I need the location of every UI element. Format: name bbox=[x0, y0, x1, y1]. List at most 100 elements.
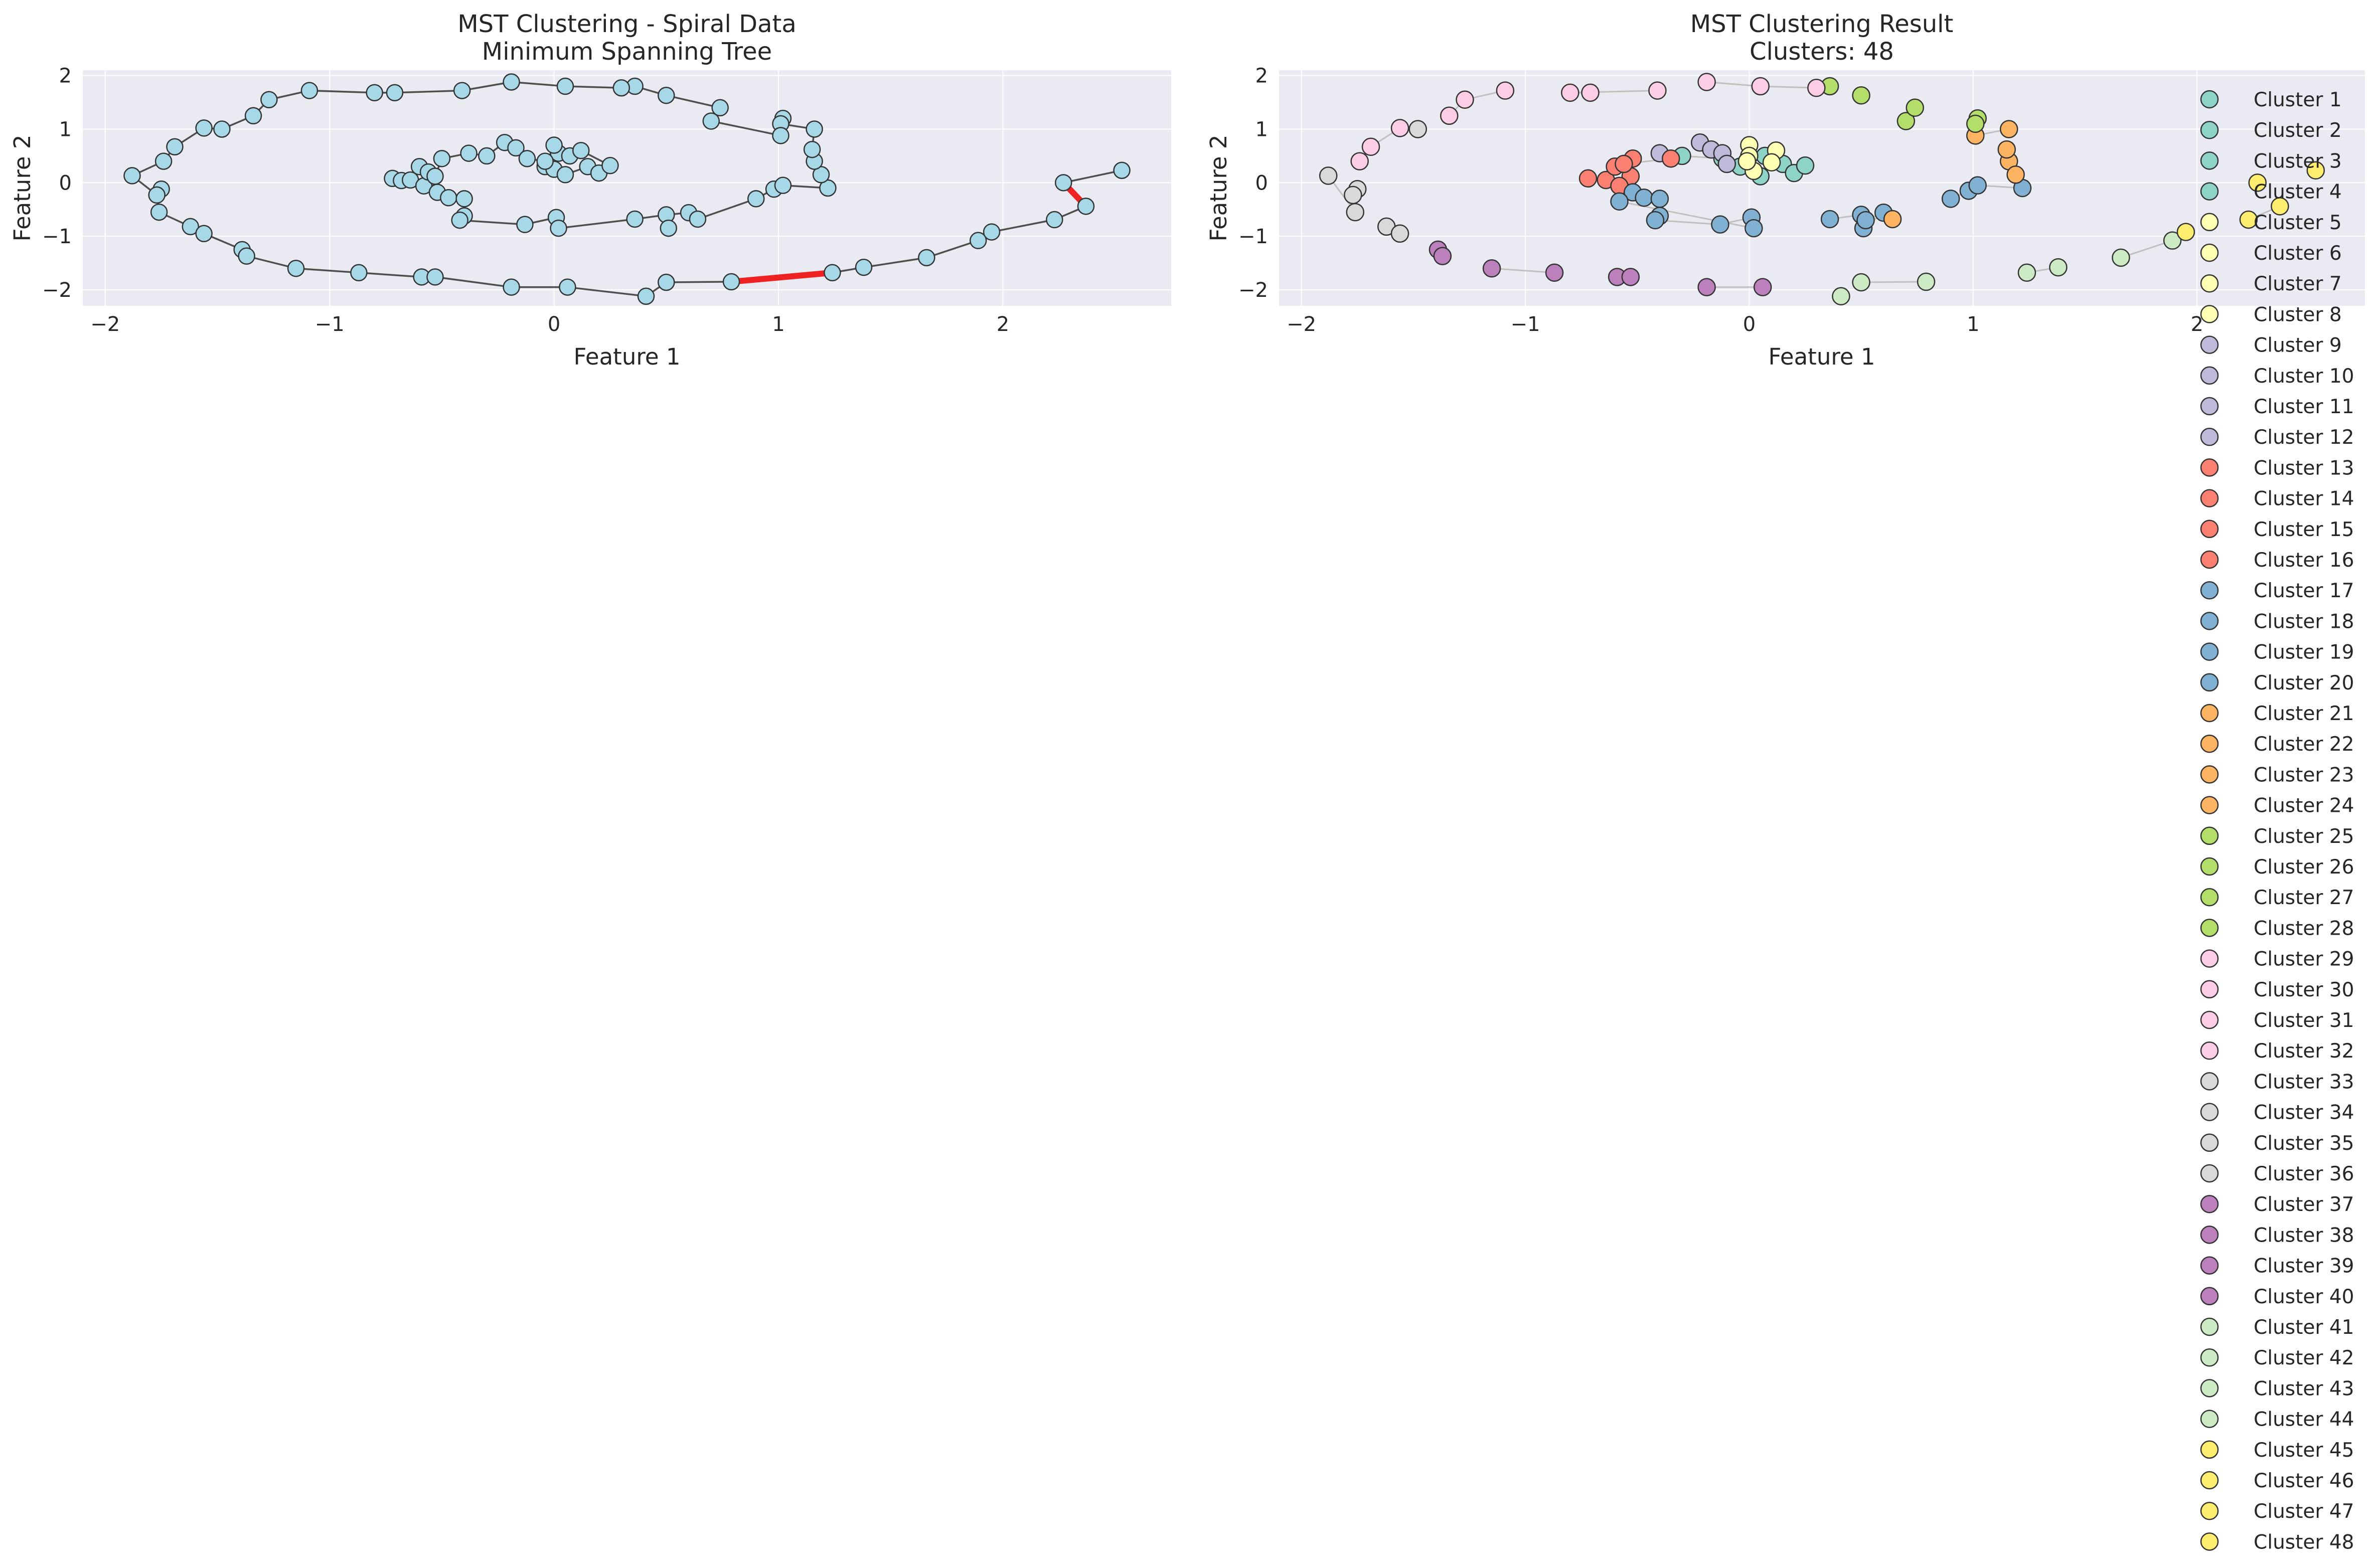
legend-label: Cluster 25 bbox=[2254, 825, 2354, 848]
mst-point bbox=[918, 249, 935, 267]
cluster-point bbox=[1561, 83, 1579, 102]
legend-item: Cluster 36 bbox=[2200, 1163, 2354, 1185]
legend-marker bbox=[2200, 427, 2219, 446]
legend-item: Cluster 46 bbox=[2200, 1470, 2354, 1492]
legend-item: Cluster 2 bbox=[2200, 119, 2342, 142]
legend-item: Cluster 23 bbox=[2200, 764, 2354, 786]
cluster-point bbox=[1852, 273, 1870, 292]
legend-marker bbox=[2200, 1194, 2219, 1213]
mst-point bbox=[238, 247, 255, 265]
legend-item: Cluster 14 bbox=[2200, 488, 2354, 510]
legend-item: Cluster 8 bbox=[2200, 303, 2342, 326]
legend-marker bbox=[2200, 1348, 2219, 1367]
cluster-point bbox=[1697, 73, 1716, 91]
legend-item: Cluster 6 bbox=[2200, 242, 2342, 265]
legend-label: Cluster 27 bbox=[2254, 887, 2354, 909]
cluster-point bbox=[1545, 263, 1564, 282]
mst-x-tick-label: −2 bbox=[90, 313, 120, 336]
mst-x-tick-label: 2 bbox=[997, 313, 1009, 336]
legend-item: Cluster 25 bbox=[2200, 825, 2354, 848]
mst-point bbox=[824, 264, 841, 282]
legend-label: Cluster 9 bbox=[2254, 334, 2342, 357]
mst-point bbox=[195, 225, 213, 243]
mst-edge bbox=[394, 89, 462, 94]
cluster-points bbox=[1319, 73, 2325, 306]
mst-point bbox=[702, 112, 720, 130]
legend-marker bbox=[2200, 1440, 2219, 1459]
mst-edge bbox=[511, 81, 566, 87]
cluster-point bbox=[1832, 287, 1850, 306]
legend-label: Cluster 31 bbox=[2254, 1009, 2354, 1032]
cluster-point bbox=[1408, 120, 1428, 138]
legend-label: Cluster 23 bbox=[2254, 764, 2354, 786]
mst-y-axis-label: Feature 2 bbox=[9, 135, 36, 242]
cluster-point bbox=[1346, 203, 1365, 222]
legend-marker bbox=[2200, 704, 2219, 723]
legend-label: Cluster 29 bbox=[2254, 948, 2354, 971]
legend-marker bbox=[2200, 366, 2219, 385]
mst-point bbox=[559, 278, 576, 296]
mst-point bbox=[1046, 211, 1063, 229]
legend-item: Cluster 12 bbox=[2200, 426, 2354, 449]
mst-point bbox=[440, 189, 457, 207]
legend-item: Cluster 45 bbox=[2200, 1439, 2354, 1462]
legend-marker bbox=[2200, 1041, 2219, 1060]
legend-item: Cluster 28 bbox=[2200, 917, 2354, 940]
mst-edge bbox=[567, 286, 647, 297]
mst-point bbox=[350, 264, 368, 282]
mst-x-axis-label: Feature 1 bbox=[574, 343, 681, 370]
cluster-point bbox=[1319, 166, 1338, 185]
legend-marker bbox=[2200, 1226, 2219, 1244]
legend-marker bbox=[2200, 765, 2219, 784]
mst-point bbox=[433, 150, 451, 167]
mst-y-tick-label: 2 bbox=[59, 65, 72, 88]
legend-label: Cluster 28 bbox=[2254, 917, 2354, 940]
cluster-point bbox=[1635, 188, 1653, 207]
legend-marker bbox=[2200, 826, 2219, 845]
legend-item: Cluster 15 bbox=[2200, 518, 2354, 541]
cluster-y-tick-label: 0 bbox=[1255, 171, 1268, 195]
legend-marker bbox=[2200, 1010, 2219, 1029]
mst-point bbox=[478, 147, 496, 165]
legend-marker bbox=[2200, 1471, 2219, 1490]
legend-marker bbox=[2200, 581, 2219, 600]
cluster-point bbox=[1852, 86, 1870, 105]
legend-item: Cluster 47 bbox=[2200, 1500, 2354, 1523]
legend-label: Cluster 21 bbox=[2254, 703, 2354, 725]
legend-item: Cluster 17 bbox=[2200, 580, 2354, 602]
legend-label: Cluster 44 bbox=[2254, 1409, 2354, 1431]
mst-edge bbox=[991, 219, 1055, 233]
mst-x-tick-label: 1 bbox=[772, 313, 784, 336]
legend-label: Cluster 34 bbox=[2254, 1102, 2354, 1124]
cluster-point bbox=[1361, 137, 1380, 156]
mst-point bbox=[689, 210, 707, 228]
cluster-edge bbox=[1491, 267, 1555, 274]
mst-edge bbox=[558, 218, 635, 229]
legend-item: Cluster 43 bbox=[2200, 1377, 2354, 1400]
cluster-point bbox=[2306, 161, 2325, 180]
mst-point bbox=[426, 268, 444, 286]
legend-marker bbox=[2200, 458, 2219, 477]
mst-point bbox=[637, 287, 655, 305]
legend-label: Cluster 17 bbox=[2254, 580, 2354, 602]
legend-label: Cluster 5 bbox=[2254, 212, 2342, 234]
mst-point bbox=[601, 156, 619, 175]
legend-item: Cluster 27 bbox=[2200, 887, 2354, 909]
mst-edge bbox=[565, 85, 621, 89]
cluster-point bbox=[2176, 223, 2195, 241]
legend-marker bbox=[2200, 213, 2219, 232]
mst-subplot: MST Clustering - Spiral Data Minimum Spa… bbox=[9, 10, 1171, 370]
legend-label: Cluster 22 bbox=[2254, 733, 2354, 756]
cluster-x-tick-label: 1 bbox=[1967, 313, 1979, 336]
mst-point bbox=[366, 84, 383, 102]
legend-label: Cluster 38 bbox=[2254, 1224, 2354, 1247]
legend-marker bbox=[2200, 980, 2219, 999]
mst-grid bbox=[83, 70, 1171, 306]
legend-label: Cluster 32 bbox=[2254, 1040, 2354, 1063]
legend-marker bbox=[2200, 120, 2219, 139]
legend-marker bbox=[2200, 243, 2219, 262]
cluster-legend: Cluster 1 Cluster 2 Cluster 3 Cluster 4 Clus… bbox=[2200, 89, 2354, 1553]
legend-marker bbox=[2200, 151, 2219, 170]
legend-item: Cluster 19 bbox=[2200, 641, 2354, 664]
cluster-point bbox=[2049, 258, 2068, 277]
